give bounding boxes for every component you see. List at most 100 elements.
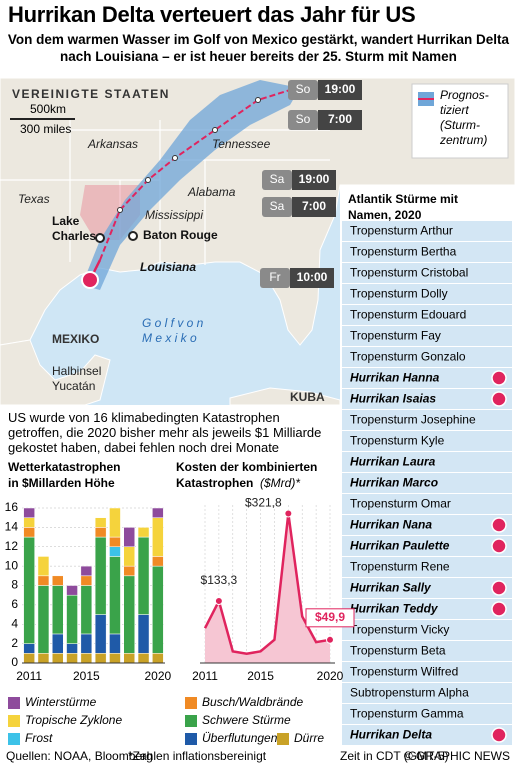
bar-segment (137, 614, 150, 654)
map-label: Alabama (187, 185, 236, 199)
storm-row (342, 704, 512, 724)
time-value: 19:00 (325, 82, 356, 96)
map-label: Arkansas (87, 137, 138, 151)
city-dot (128, 231, 138, 241)
point (214, 597, 223, 606)
storm-row (342, 368, 512, 388)
storm-row (342, 536, 512, 556)
storm-row (342, 725, 512, 745)
time-box-time (290, 268, 334, 288)
bar-segment (80, 633, 93, 654)
storm-row (342, 620, 512, 640)
time-value: 7:00 (302, 199, 326, 213)
cost-area (205, 513, 330, 663)
footer-text: Zeit in CDT (GMT-5) (340, 749, 448, 763)
legend-label: Winterstürme (25, 695, 97, 709)
legend-swatch (277, 733, 289, 745)
value-label: $49,9 (315, 610, 345, 624)
storm-name: Tropensturm Omar (350, 497, 451, 511)
bar-segment (94, 536, 107, 615)
bar-segment (137, 527, 150, 538)
map-legend-text: tiziert (440, 103, 469, 117)
time-box-day (288, 80, 318, 100)
y-tick-label: 8 (11, 578, 18, 592)
storm-name: Tropensturm Josephine (350, 413, 476, 427)
track-point (212, 127, 218, 133)
storm-row (342, 410, 512, 430)
bar-segment (109, 507, 121, 538)
map-label: G o l f v o n (142, 316, 204, 330)
storm-row (342, 431, 512, 451)
storm-name: Hurrikan Teddy (350, 602, 439, 616)
storm-name: Hurrikan Isaias (350, 392, 436, 406)
bar-segment (23, 643, 35, 654)
bar-segment (23, 527, 35, 538)
storm-name: Hurrikan Paulette (350, 539, 450, 553)
bar-segment (66, 653, 78, 664)
map-legend-box (411, 83, 509, 159)
footer-text: *Zahlen inflationsbereinigt (128, 749, 267, 763)
storm-row (342, 662, 512, 682)
bar-segment (37, 556, 50, 577)
storm-name: Tropensturm Cristobal (350, 266, 468, 280)
track-point (255, 97, 261, 103)
storm-row (342, 452, 512, 472)
storm-name: Tropensturm Dolly (350, 287, 448, 301)
time-day: Sa (270, 172, 285, 186)
time-box-day (262, 170, 292, 190)
x-tick-label: 2015 (247, 669, 274, 683)
time-box-day (288, 110, 318, 130)
value-label: $133,3 (201, 573, 238, 587)
storm-list-title: Atlantik Stürme mit Namen, 2020 (348, 192, 458, 222)
value-label: $321,8 (245, 496, 282, 510)
bar-segment (137, 653, 150, 664)
bar-segment (123, 575, 135, 654)
bar-segment (80, 585, 93, 635)
title: Hurrikan Delta verteuert das Jahr für US (8, 2, 416, 27)
legend-swatch (8, 733, 20, 745)
legend-label: Frost (25, 731, 53, 745)
time-box-day (262, 197, 292, 217)
storm-name: Tropensturm Wilfred (350, 665, 458, 679)
cost-line (203, 513, 331, 655)
x-tick-label: 2011 (192, 669, 218, 683)
track-point (117, 207, 123, 213)
storm-row (342, 221, 512, 241)
storm-row (342, 683, 512, 703)
hurricane-icon (491, 580, 507, 596)
storm-row (342, 641, 512, 661)
bar-segment (80, 565, 93, 577)
point (284, 509, 293, 518)
storm-name: Hurrikan Hanna (350, 371, 440, 385)
time-day: So (296, 112, 311, 126)
time-value: 10:00 (297, 270, 328, 284)
storm-name: Tropensturm Vicky (350, 623, 449, 637)
x-tick-label: 2020 (317, 669, 344, 683)
time-day: So (296, 82, 311, 96)
map-legend-text: zentrum) (439, 133, 487, 147)
map-label: Yucatán (52, 379, 95, 393)
bar-segment (66, 643, 78, 654)
legend-label: Busch/Waldbrände (202, 695, 304, 709)
bar-segment (80, 575, 93, 586)
map-label: Texas (18, 192, 50, 206)
bar-segment (152, 565, 164, 654)
time-box-time (318, 110, 362, 130)
bar-segment (66, 585, 78, 596)
track-point (172, 155, 178, 161)
bar-segment (94, 517, 107, 528)
storm-name: Tropensturm Arthur (350, 224, 453, 238)
y-tick-label: 6 (11, 597, 18, 611)
hurricane-icon (491, 370, 507, 386)
bar-segment (94, 653, 107, 664)
storm-row (342, 599, 512, 619)
scale-label: 300 miles (20, 122, 71, 136)
time-value: 19:00 (299, 172, 330, 186)
bar-segment (52, 633, 64, 654)
legend-swatch (185, 697, 197, 709)
legend-label: Tropische Zyklone (25, 713, 122, 727)
storm-name: Tropensturm Kyle (350, 434, 445, 448)
bar-segment (109, 536, 121, 547)
y-tick-label: 12 (5, 539, 19, 553)
storm-row (342, 284, 512, 304)
